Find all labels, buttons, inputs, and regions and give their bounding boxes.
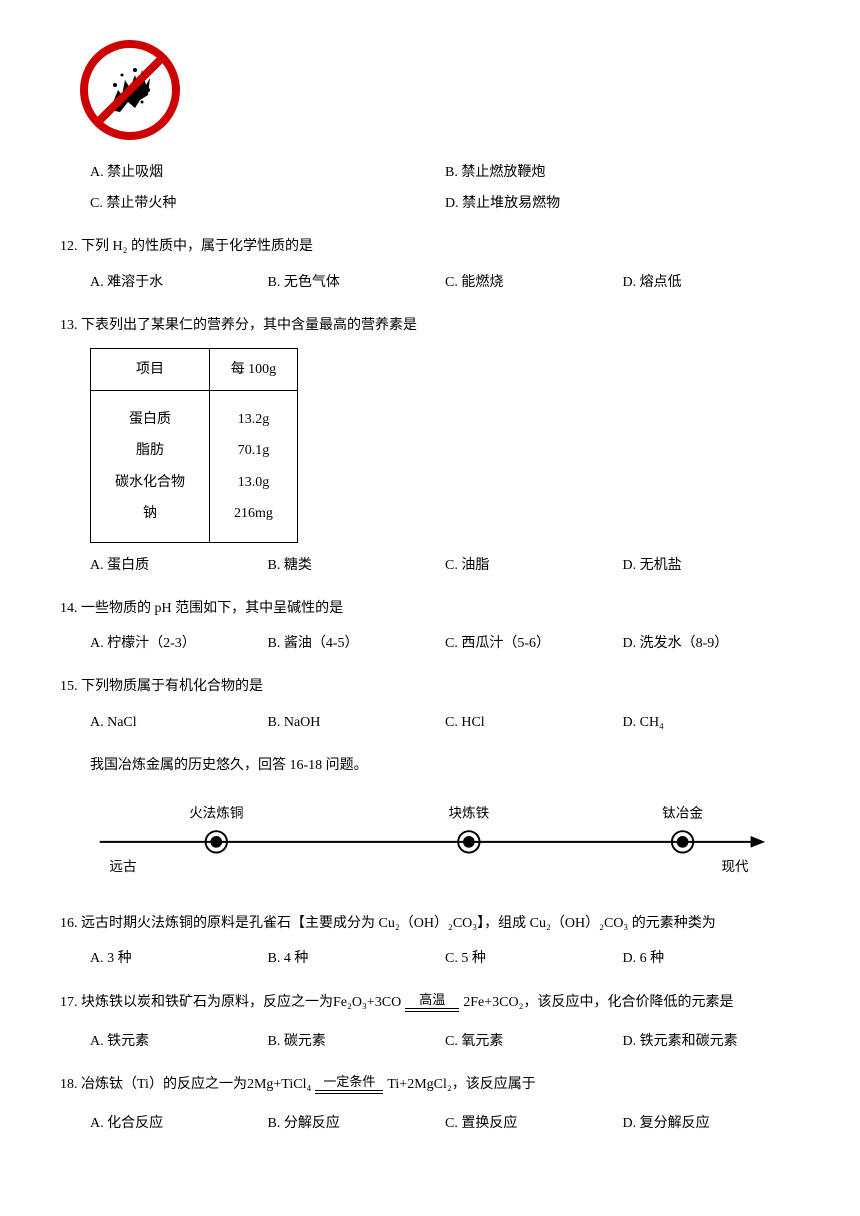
q18-rhs: Ti+2MgCl₂ xyxy=(387,1072,451,1097)
no-fireworks-icon xyxy=(80,40,180,140)
timeline-point-2: 块炼铁 xyxy=(448,806,489,853)
question-12-text: 12. 下列 H₂ 的性质中，属于化学性质的是 xyxy=(60,234,800,259)
option-17-b: B. 碳元素 xyxy=(268,1029,446,1054)
timeline-label-3: 钛冶金 xyxy=(662,806,703,821)
timeline-right-label: 现代 xyxy=(721,859,749,874)
option-14-d: D. 洗发水（8-9） xyxy=(623,631,801,656)
timeline-point-1: 火法炼铜 xyxy=(189,806,243,853)
question-14: 14. 一些物质的 pH 范围如下，其中呈碱性的是 A. 柠檬汁（2-3） B.… xyxy=(60,596,800,656)
q17-suffix: ，该反应中，化合价降低的元素是 xyxy=(523,990,733,1015)
option-12-d: D. 熔点低 xyxy=(623,270,801,295)
header-col1: 项目 xyxy=(91,348,210,390)
question-17: 17. 块炼铁以炭和铁矿石为原料，反应之一为 Fe₂O₃+3CO 高温 2Fe+… xyxy=(60,990,800,1054)
question-15-text: 15. 下列物质属于有机化合物的是 xyxy=(60,674,800,699)
prohibition-sign xyxy=(80,40,180,140)
nutrition-values: 13.2g 70.1g 13.0g 216mg xyxy=(210,391,298,543)
q18-prefix: 18. 冶炼钛（Ti）的反应之一为 xyxy=(60,1072,247,1097)
option-12-a: A. 难溶于水 xyxy=(90,270,268,295)
option-17-a: A. 铁元素 xyxy=(90,1029,268,1054)
timeline-point-3: 钛冶金 xyxy=(662,806,703,853)
question-14-text: 14. 一些物质的 pH 范围如下，其中呈碱性的是 xyxy=(60,596,800,621)
option-15-c: C. HCl xyxy=(445,710,623,735)
question-11-options: A. 禁止吸烟 B. 禁止燃放鞭炮 C. 禁止带火种 D. 禁止堆放易燃物 xyxy=(60,160,800,216)
option-18-b: B. 分解反应 xyxy=(268,1111,446,1136)
nutrition-table: 项目 每 100g 蛋白质 脂肪 碳水化合物 钠 13.2g 70.1g 13.… xyxy=(90,348,298,543)
option-16-b: B. 4 种 xyxy=(268,946,446,971)
option-13-a: A. 蛋白质 xyxy=(90,553,268,578)
reaction-arrow-icon: 一定条件 xyxy=(315,1075,383,1094)
option-13-c: C. 油脂 xyxy=(445,553,623,578)
option-18-c: C. 置换反应 xyxy=(445,1111,623,1136)
table-body-row: 蛋白质 脂肪 碳水化合物 钠 13.2g 70.1g 13.0g 216mg xyxy=(91,391,298,543)
option-11-b: B. 禁止燃放鞭炮 xyxy=(445,160,800,185)
option-13-d: D. 无机盐 xyxy=(623,553,801,578)
q17-prefix: 17. 块炼铁以炭和铁矿石为原料，反应之一为 xyxy=(60,990,333,1015)
option-18-d: D. 复分解反应 xyxy=(623,1111,801,1136)
option-15-d: D. CH₄ xyxy=(623,710,801,735)
option-15-a: A. NaCl xyxy=(90,710,268,735)
option-16-d: D. 6 种 xyxy=(623,946,801,971)
q18-lhs: 2Mg+TiCl₄ xyxy=(247,1072,311,1097)
timeline-diagram: 火法炼铜 块炼铁 钛冶金 远古 现代 xyxy=(90,792,770,882)
metallurgy-timeline: 火法炼铜 块炼铁 钛冶金 远古 现代 xyxy=(90,792,770,891)
q17-lhs: Fe₂O₃+3CO xyxy=(333,990,401,1015)
timeline-left-label: 远古 xyxy=(109,859,136,874)
timeline-label-1: 火法炼铜 xyxy=(189,806,243,821)
header-col2: 每 100g xyxy=(210,348,298,390)
option-11-d: D. 禁止堆放易燃物 xyxy=(445,191,800,216)
option-14-b: B. 酱油（4-5） xyxy=(268,631,446,656)
option-18-a: A. 化合反应 xyxy=(90,1111,268,1136)
reaction-arrow-icon: 高温 xyxy=(405,993,459,1012)
table-header-row: 项目 每 100g xyxy=(91,348,298,390)
question-13: 13. 下表列出了某果仁的营养分，其中含量最高的营养素是 项目 每 100g 蛋… xyxy=(60,313,800,578)
question-16-text: 16. 远古时期火法炼铜的原料是孔雀石【主要成分为 Cu₂（OH）₂CO₃】，组… xyxy=(60,911,800,936)
option-17-d: D. 铁元素和碳元素 xyxy=(623,1029,801,1054)
timeline-label-2: 块炼铁 xyxy=(448,806,489,821)
option-11-a: A. 禁止吸烟 xyxy=(90,160,445,185)
option-17-c: C. 氧元素 xyxy=(445,1029,623,1054)
question-12: 12. 下列 H₂ 的性质中，属于化学性质的是 A. 难溶于水 B. 无色气体 … xyxy=(60,234,800,294)
option-16-c: C. 5 种 xyxy=(445,946,623,971)
option-13-b: B. 糖类 xyxy=(268,553,446,578)
q18-suffix: ，该反应属于 xyxy=(452,1072,536,1097)
option-12-c: C. 能燃烧 xyxy=(445,270,623,295)
option-14-c: C. 西瓜汁（5-6） xyxy=(445,631,623,656)
option-15-b: B. NaOH xyxy=(268,710,446,735)
q17-rhs: 2Fe+3CO₂ xyxy=(463,990,523,1015)
question-13-text: 13. 下表列出了某果仁的营养分，其中含量最高的营养素是 xyxy=(60,313,800,338)
question-16: 16. 远古时期火法炼铜的原料是孔雀石【主要成分为 Cu₂（OH）₂CO₃】，组… xyxy=(60,911,800,971)
option-14-a: A. 柠檬汁（2-3） xyxy=(90,631,268,656)
nutrition-names: 蛋白质 脂肪 碳水化合物 钠 xyxy=(91,391,210,543)
question-15: 15. 下列物质属于有机化合物的是 A. NaCl B. NaOH C. HCl… xyxy=(60,674,800,734)
option-12-b: B. 无色气体 xyxy=(268,270,446,295)
question-18: 18. 冶炼钛（Ti）的反应之一为 2Mg+TiCl₄ 一定条件 Ti+2MgC… xyxy=(60,1072,800,1136)
timeline-intro: 我国冶炼金属的历史悠久，回答 16-18 问题。 xyxy=(90,753,800,778)
option-16-a: A. 3 种 xyxy=(90,946,268,971)
option-11-c: C. 禁止带火种 xyxy=(90,191,445,216)
